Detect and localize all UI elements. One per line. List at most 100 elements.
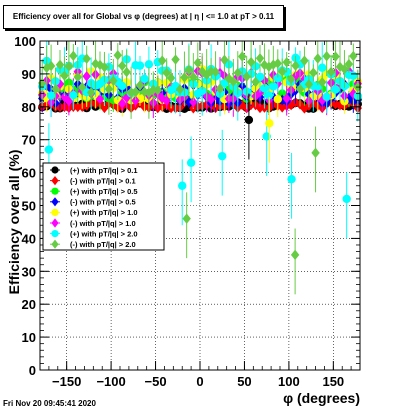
data-point [282, 93, 291, 104]
data-point [86, 87, 96, 98]
data-point [60, 91, 69, 103]
data-point [64, 61, 74, 72]
data-point [189, 96, 198, 108]
data-point [135, 61, 145, 70]
x-axis-title: φ (degrees) [283, 390, 360, 406]
data-point [122, 66, 131, 78]
data-point [51, 208, 59, 216]
data-point [118, 60, 127, 71]
data-point [51, 218, 59, 228]
data-point [251, 76, 260, 88]
data-point [51, 197, 59, 207]
data-point [233, 67, 242, 79]
data-point [182, 213, 191, 224]
data-point [282, 57, 291, 68]
data-point [229, 76, 238, 87]
legend-label: (-) with pT/|q| > 1.0 [70, 219, 136, 228]
data-point [304, 79, 314, 90]
data-point [144, 87, 154, 99]
data-point [51, 239, 59, 249]
data-point [118, 81, 127, 91]
data-point [273, 58, 282, 69]
y-tick-label: 10 [22, 330, 36, 345]
legend-label: (+) with pT/|q| > 2.0 [70, 229, 138, 238]
data-point [269, 82, 278, 91]
data-point [220, 78, 229, 88]
data-point [291, 60, 300, 71]
data-point [220, 54, 229, 66]
data-point [318, 77, 327, 88]
y-tick-label: 70 [22, 133, 36, 148]
data-point [73, 71, 82, 83]
x-tick-label: 100 [278, 374, 300, 389]
data-point [224, 73, 234, 84]
chart-title-box: Efficiency over all for Global vs φ (deg… [3, 5, 284, 29]
data-point [265, 119, 274, 128]
legend-box [42, 162, 165, 251]
data-point [135, 80, 145, 91]
data-point [162, 95, 171, 106]
data-point [82, 53, 91, 64]
legend-label: (-) with pT/|q| > 2.0 [70, 240, 136, 249]
data-point [326, 66, 336, 78]
data-point [46, 91, 56, 100]
legend-label: (-) with pT/|q| > 0.5 [70, 198, 136, 207]
data-point [104, 83, 114, 95]
data-point [69, 50, 78, 62]
chart-title: Efficiency over all for Global vs φ (deg… [12, 12, 275, 21]
data-point [51, 83, 60, 95]
data-point [246, 56, 256, 68]
axis-ticks: −150 −100 −50 0 50 100 150 0 10 20 30 40 50 60 70 80 90 1… [14, 34, 361, 389]
data-point [331, 85, 340, 94]
legend-label: (+) with pT/|q| > 1.0 [70, 208, 138, 217]
y-tick-label: 80 [22, 100, 36, 115]
y-axis-title: Efficiency over all (%) [6, 150, 22, 295]
x-tick-label: 150 [322, 374, 344, 389]
data-point [242, 71, 251, 82]
data-point [295, 83, 305, 95]
data-point [342, 194, 351, 204]
data-point [175, 84, 185, 95]
data-point [51, 230, 59, 238]
data-point [100, 61, 109, 73]
data-point [44, 145, 54, 154]
x-tick-label: −100 [96, 374, 125, 389]
y-tick-label: 100 [14, 34, 36, 49]
data-point [238, 51, 247, 62]
data-point [51, 187, 59, 195]
data-points [38, 41, 362, 295]
data-point [193, 57, 202, 68]
data-point [144, 60, 154, 69]
data-point [171, 54, 180, 65]
data-point [51, 176, 59, 186]
data-point [100, 102, 109, 114]
data-point [290, 249, 300, 261]
y-tick-label: 90 [22, 67, 36, 82]
data-point [278, 89, 287, 98]
data-point [162, 67, 171, 78]
data-point [55, 59, 65, 70]
data-point [184, 64, 194, 76]
data-point [218, 151, 227, 161]
data-point [286, 73, 296, 85]
data-point [131, 95, 140, 106]
data-point [313, 53, 322, 64]
data-point [189, 71, 198, 83]
data-point [55, 78, 65, 90]
legend-label: (+) with pT/|q| > 0.1 [70, 166, 138, 175]
data-point [273, 74, 282, 83]
data-point [198, 86, 207, 96]
x-tick-label: 0 [196, 374, 203, 389]
y-tick-label: 40 [22, 231, 36, 246]
data-point [78, 81, 87, 93]
data-point [42, 62, 51, 74]
x-tick-label: −50 [145, 374, 167, 389]
x-tick-label: 50 [237, 374, 251, 389]
data-point [206, 66, 216, 77]
data-point [184, 96, 194, 108]
legend: (+) with pT/|q| > 0.1 (-) with pT/|q| > 0… [42, 162, 165, 251]
y-tick-label: 50 [22, 199, 36, 214]
data-point [140, 74, 149, 84]
data-point [309, 67, 318, 78]
